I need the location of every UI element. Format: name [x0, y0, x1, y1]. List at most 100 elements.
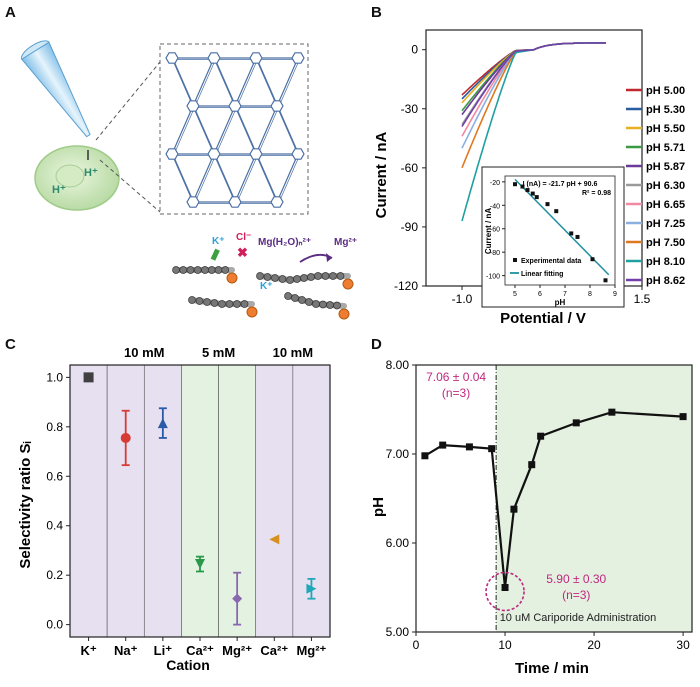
chain-bead [186, 266, 195, 274]
chain-bead [233, 300, 241, 308]
data-point [120, 432, 131, 443]
x-tick-label: 30 [676, 638, 690, 652]
data-point [232, 593, 243, 604]
inset-y-tick-label: -20 [490, 180, 500, 187]
data-point [421, 452, 429, 460]
chain-bead [263, 273, 272, 281]
y-tick-label: -90 [401, 220, 419, 234]
framework-node [186, 100, 200, 112]
chain-bead [210, 299, 219, 307]
k-plus-arrow [210, 248, 220, 261]
y-tick-label: 8.00 [386, 358, 410, 372]
nanopipette [20, 40, 91, 138]
framework-linker [173, 155, 195, 204]
inset-data-point [545, 202, 550, 207]
inset-y-tick-label: -100 [486, 274, 500, 281]
chain-bead [278, 275, 287, 283]
inset-data-point [590, 257, 595, 262]
framework-linker [173, 107, 195, 156]
framework-linker [276, 105, 299, 155]
x-tick-label: 10 [498, 638, 512, 652]
event-annotation: 10 uM Cariporide Administration [500, 612, 657, 624]
chain-bead [188, 296, 196, 304]
treatment-region [496, 365, 692, 632]
framework-linker [213, 57, 236, 107]
framework-linker [255, 105, 278, 155]
legend-entry: pH 5.50 [646, 123, 685, 135]
framework-linker [173, 59, 195, 108]
inset-y-tick-label: -80 [490, 250, 500, 257]
chain-bead [291, 294, 299, 302]
chain-bead [225, 300, 234, 308]
inset-y-axis-label: Current / nA [484, 208, 493, 254]
data-point [572, 419, 580, 427]
chain-bead [314, 272, 322, 280]
legend-entry: pH 7.50 [646, 237, 685, 249]
inset-data-point [530, 191, 535, 196]
data-point [528, 461, 536, 469]
mg-hydrated-label: Mg(H₂O)ₙ²⁺ [258, 237, 311, 248]
baseline-n: (n=3) [442, 386, 470, 400]
x-tick-label: -1.0 [452, 292, 473, 306]
framework-linker [257, 59, 279, 108]
data-point [537, 432, 545, 440]
chain-bead [218, 300, 226, 308]
inset-equation: I (nA) = -21.7 pH + 90.6 [523, 181, 598, 188]
framework-linker [215, 59, 237, 108]
arrow-head [326, 253, 332, 262]
y-axis-label: Current / nA [373, 132, 390, 219]
iv-curve [461, 42, 607, 127]
category-band [106, 364, 145, 638]
framework-linker [171, 105, 194, 155]
cell-nucleus [55, 164, 85, 188]
data-point [608, 408, 616, 416]
mg-plus-label: Mg²⁺ [334, 237, 357, 248]
framework-linker [192, 57, 215, 107]
charged-node [226, 272, 238, 284]
chain-bead [326, 301, 334, 309]
legend-entry: pH 5.71 [646, 142, 685, 154]
framework-node [228, 100, 242, 112]
framework-linker [234, 57, 257, 107]
framework-node [207, 52, 221, 64]
x-tick-label: K⁺ [80, 643, 96, 658]
category-band [255, 364, 294, 638]
chain-bead [179, 266, 188, 274]
inset-data-point [520, 184, 525, 189]
legend-entry: pH 5.00 [646, 85, 685, 97]
framework-node [186, 196, 200, 208]
y-tick-label: 0.6 [46, 469, 63, 483]
legend-entry: pH 6.30 [646, 180, 685, 192]
inset-data-point [569, 231, 574, 236]
inset-legend-marker [513, 258, 517, 262]
framework-linker [213, 105, 236, 155]
legend-entry: pH 8.62 [646, 275, 685, 287]
x-axis-label: Cation [166, 657, 210, 673]
minimum-annotation: 5.90 ± 0.30 [546, 572, 606, 586]
chain-bead [203, 298, 211, 306]
framework-node [291, 148, 305, 160]
chain-bead [321, 272, 330, 280]
selectivity-chart: 10 mM 5 mM 10 mM 0.0 0.2 0.4 0.6 0.8 1.0 K⁺ Na⁺ Li⁺… [17, 345, 331, 673]
inset-x-tick-label: 5 [513, 291, 517, 298]
chain-bead [240, 300, 249, 308]
concentration-label: 10 mM [273, 345, 313, 360]
chain-bead [201, 266, 209, 274]
framework-linker [234, 105, 257, 155]
chain-bead [329, 272, 337, 280]
framework-box [159, 43, 309, 215]
chain-bead [172, 266, 180, 274]
framework-linker [234, 153, 257, 203]
framework-linker [215, 107, 237, 156]
framework-linker [278, 155, 300, 204]
x-tick-label: Ca²⁺ [260, 643, 288, 658]
inset-legend-entry: Linear fitting [521, 271, 563, 278]
framework-node [165, 52, 179, 64]
framework-linker [278, 107, 300, 156]
framework-linker [194, 59, 216, 108]
y-axis-label: Selectivity ratio Sᵢ [17, 441, 34, 568]
data-point [83, 372, 94, 383]
framework-linker [257, 155, 279, 204]
inset-data-point [603, 278, 608, 283]
framework-linker [215, 155, 237, 204]
